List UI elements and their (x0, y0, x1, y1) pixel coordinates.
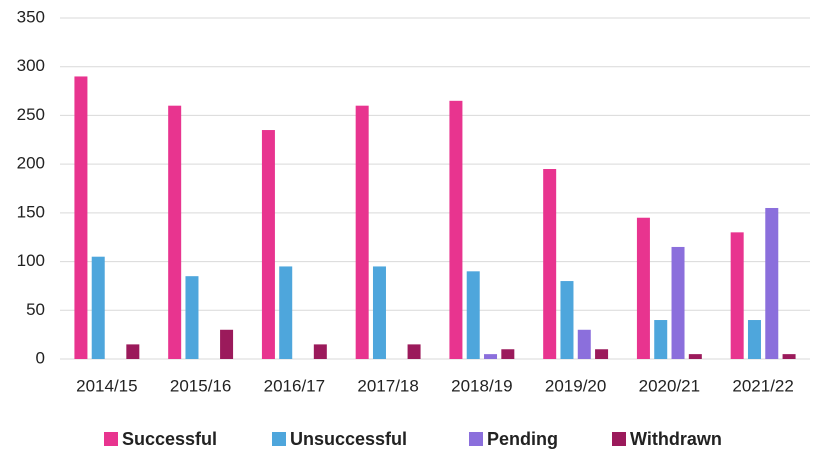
bar (636, 217, 650, 359)
bar (126, 344, 140, 359)
bar (782, 354, 796, 359)
y-tick-label: 50 (26, 300, 45, 319)
legend-swatch (104, 432, 118, 446)
bar (560, 281, 574, 359)
y-tick-label: 150 (17, 202, 45, 221)
x-tick-label: 2021/22 (732, 376, 793, 395)
legend-swatch (272, 432, 286, 446)
legend-label: Withdrawn (630, 429, 722, 449)
bar (372, 266, 386, 359)
bar (688, 354, 702, 359)
legend-swatch (612, 432, 626, 446)
bar (577, 329, 591, 359)
bar (501, 349, 515, 359)
bar (730, 232, 744, 359)
x-tick-label: 2014/15 (76, 376, 137, 395)
y-tick-label: 250 (17, 105, 45, 124)
bar (484, 354, 498, 359)
y-tick-label: 350 (17, 7, 45, 26)
bar (407, 344, 421, 359)
bar (654, 320, 668, 359)
bar (671, 246, 685, 359)
x-tick-label: 2018/19 (451, 376, 512, 395)
bar (91, 256, 105, 359)
y-tick-label: 100 (17, 251, 45, 270)
bar (595, 349, 609, 359)
legend-label: Pending (487, 429, 558, 449)
x-tick-label: 2020/21 (639, 376, 700, 395)
x-tick-label: 2017/18 (357, 376, 418, 395)
bar (449, 100, 463, 360)
bar (261, 130, 275, 359)
bar (765, 207, 779, 359)
bar (168, 105, 182, 359)
x-tick-label: 2015/16 (170, 376, 231, 395)
bar (185, 276, 199, 359)
y-tick-label: 200 (17, 154, 45, 173)
y-tick-label: 0 (36, 348, 45, 367)
bar (355, 105, 369, 359)
x-tick-label: 2019/20 (545, 376, 606, 395)
legend-swatch (469, 432, 483, 446)
bar (74, 76, 88, 359)
y-tick-label: 300 (17, 56, 45, 75)
bar (313, 344, 327, 359)
legend-label: Unsuccessful (290, 429, 407, 449)
x-tick-label: 2016/17 (264, 376, 325, 395)
legend-label: Successful (122, 429, 217, 449)
bar (466, 271, 480, 359)
bar (747, 320, 761, 359)
bar (220, 329, 234, 359)
bar (279, 266, 293, 359)
bar (543, 169, 557, 359)
